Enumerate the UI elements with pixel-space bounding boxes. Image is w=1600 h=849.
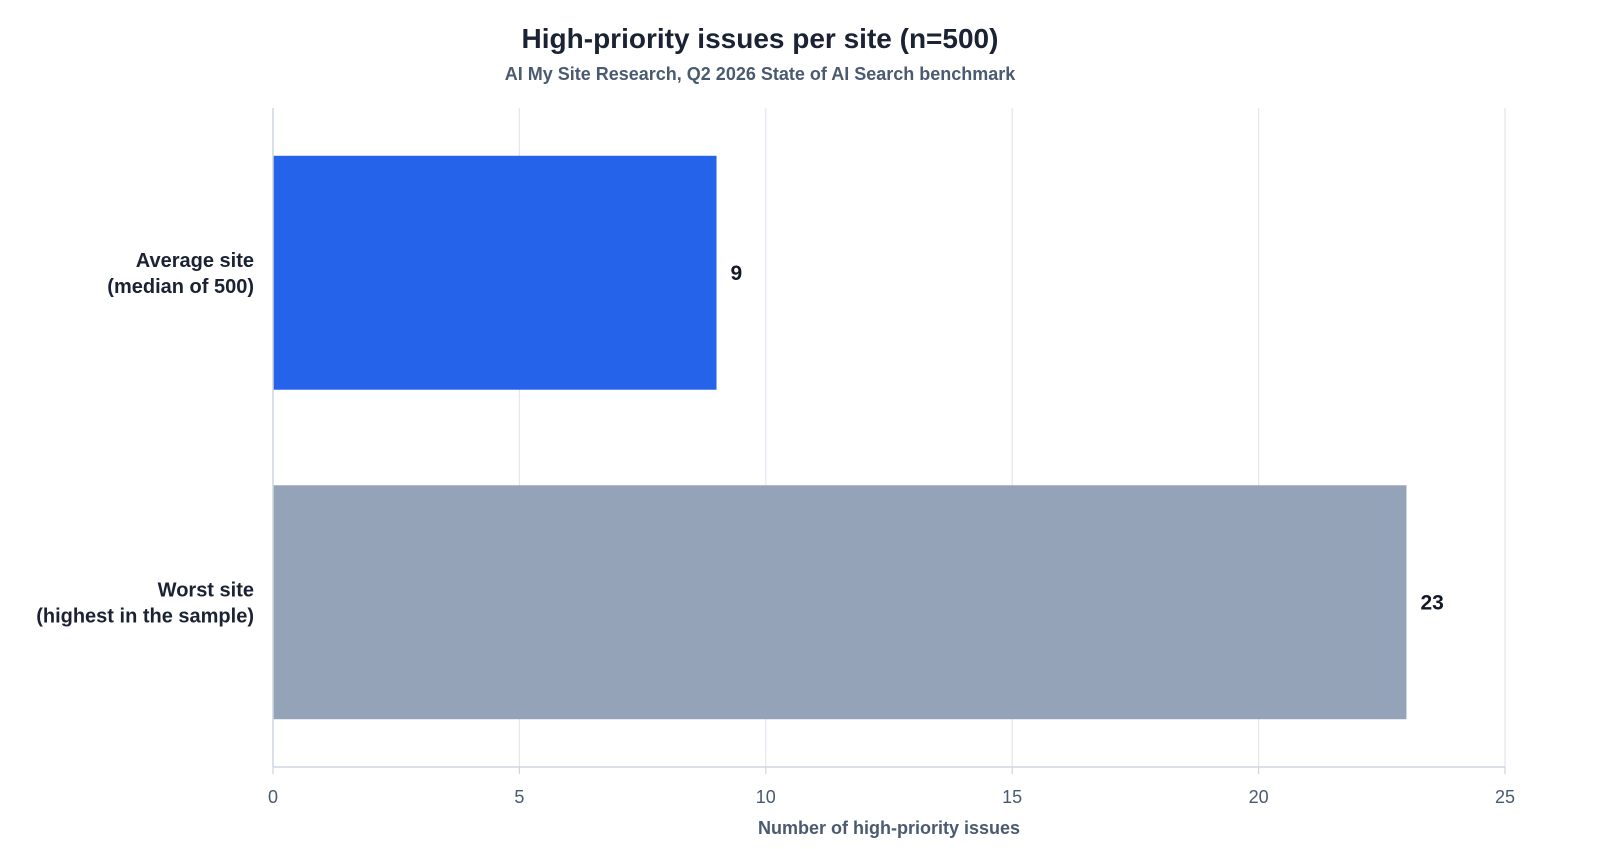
category-label: (median of 500) — [107, 276, 254, 298]
axes — [272, 108, 1506, 774]
bar-value-label: 9 — [731, 262, 743, 285]
bar-value-label: 23 — [1420, 591, 1443, 614]
x-tick-label: 10 — [756, 787, 776, 807]
chart-subtitle: AI My Site Research, Q2 2026 State of AI… — [505, 64, 1017, 84]
category-label: Average site — [136, 250, 254, 272]
x-tick-label: 0 — [268, 787, 278, 807]
x-tick-label: 25 — [1495, 787, 1515, 807]
chart-title: High-priority issues per site (n=500) — [522, 23, 999, 54]
bars — [273, 155, 1407, 720]
labels: 0 5 10 15 20 25 9 Average site (median of 500) 23… — [36, 250, 1515, 807]
category-label: Worst site — [158, 579, 254, 601]
bar — [273, 155, 717, 390]
bar — [273, 485, 1407, 720]
x-tick-label: 15 — [1002, 787, 1022, 807]
x-tick-label: 5 — [514, 787, 524, 807]
category-label: (highest in the sample) — [36, 605, 254, 627]
x-tick-label: 20 — [1249, 787, 1269, 807]
x-axis-label: Number of high-priority issues — [758, 818, 1020, 838]
